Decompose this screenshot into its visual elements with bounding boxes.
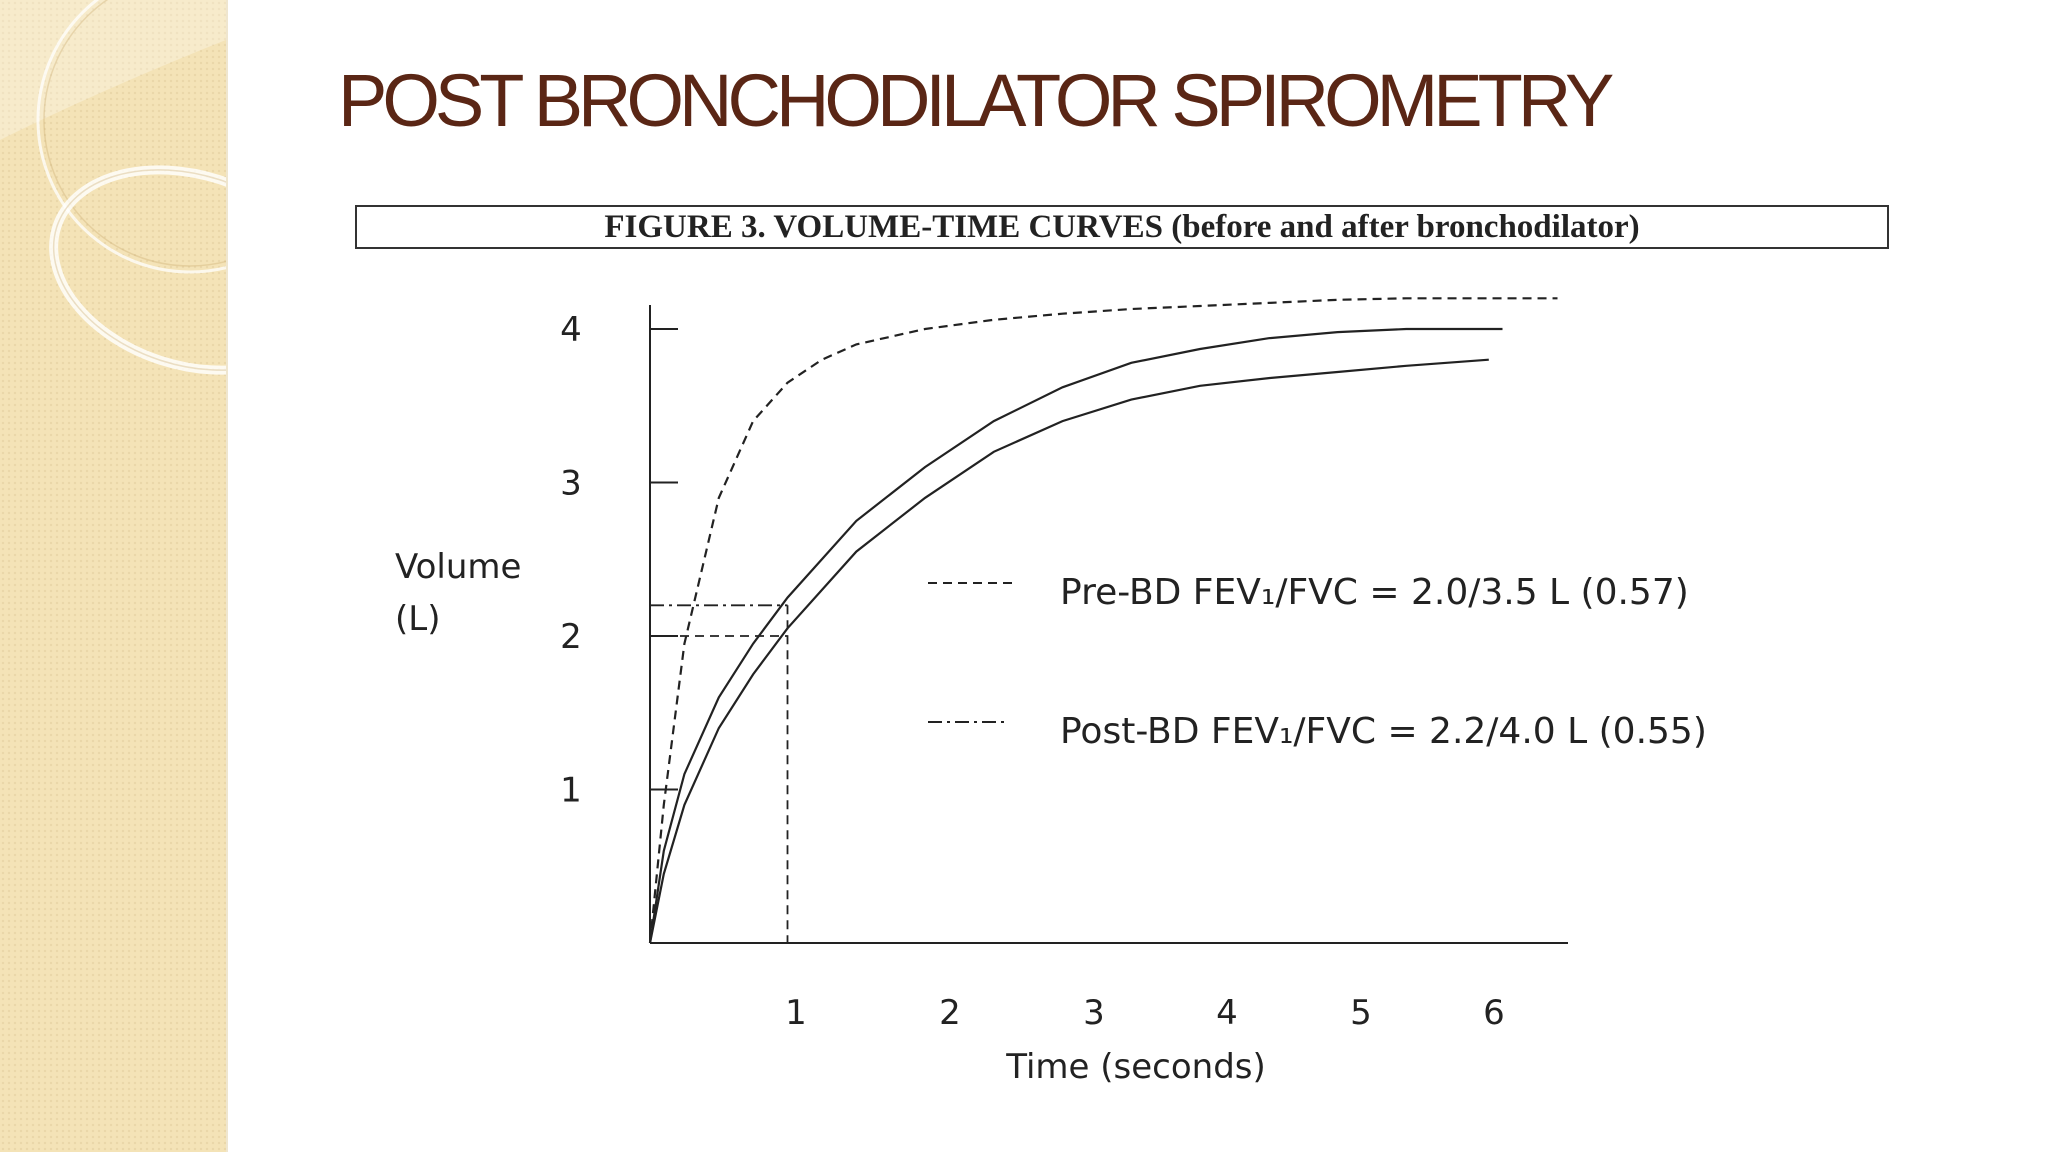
y-ticks-layer: 1 2 3 4: [560, 310, 678, 811]
x-tick-label-2: 2: [939, 993, 961, 1033]
legend-entry-pre-bd: Pre-BD FEV₁/FVC = 2.0/3.5 L (0.57): [1060, 572, 1689, 613]
curve-1-dashed: [648, 297, 1558, 944]
y-axis-label-line-2: (L): [395, 599, 440, 639]
slide-title: POST BRONCHODILATOR SPIROMETRY: [338, 59, 1614, 142]
x-axis-label: Time (seconds): [1005, 1047, 1266, 1087]
x-tick-label-3: 3: [1083, 993, 1105, 1033]
y-tick-label-3: 3: [560, 464, 582, 504]
x-ticks-layer: 1 2 3 4 5 6: [785, 993, 1505, 1033]
figure-caption: FIGURE 3. VOLUME-TIME CURVES (before and…: [355, 205, 1889, 249]
curves-layer: [648, 297, 1558, 944]
decorative-sidebar: [0, 0, 228, 1152]
y-tick-label-1: 1: [560, 771, 582, 811]
legend-entry-post-bd: Post-BD FEV₁/FVC = 2.2/4.0 L (0.55): [1060, 711, 1707, 752]
curve-3-solid: [648, 358, 1489, 944]
legend: Pre-BD FEV₁/FVC = 2.0/3.5 L (0.57) Post-…: [928, 572, 1707, 752]
y-tick-label-2: 2: [560, 617, 582, 657]
decorative-rings: [0, 0, 226, 375]
y-axis-label-line-1: Volume: [395, 547, 521, 587]
x-tick-label-1: 1: [785, 993, 807, 1033]
x-tick-label-4: 4: [1216, 993, 1238, 1033]
y-tick-label-4: 4: [560, 310, 582, 350]
x-tick-label-6: 6: [1483, 993, 1505, 1033]
x-tick-label-5: 5: [1350, 993, 1372, 1033]
curve-2-solid: [648, 327, 1503, 944]
